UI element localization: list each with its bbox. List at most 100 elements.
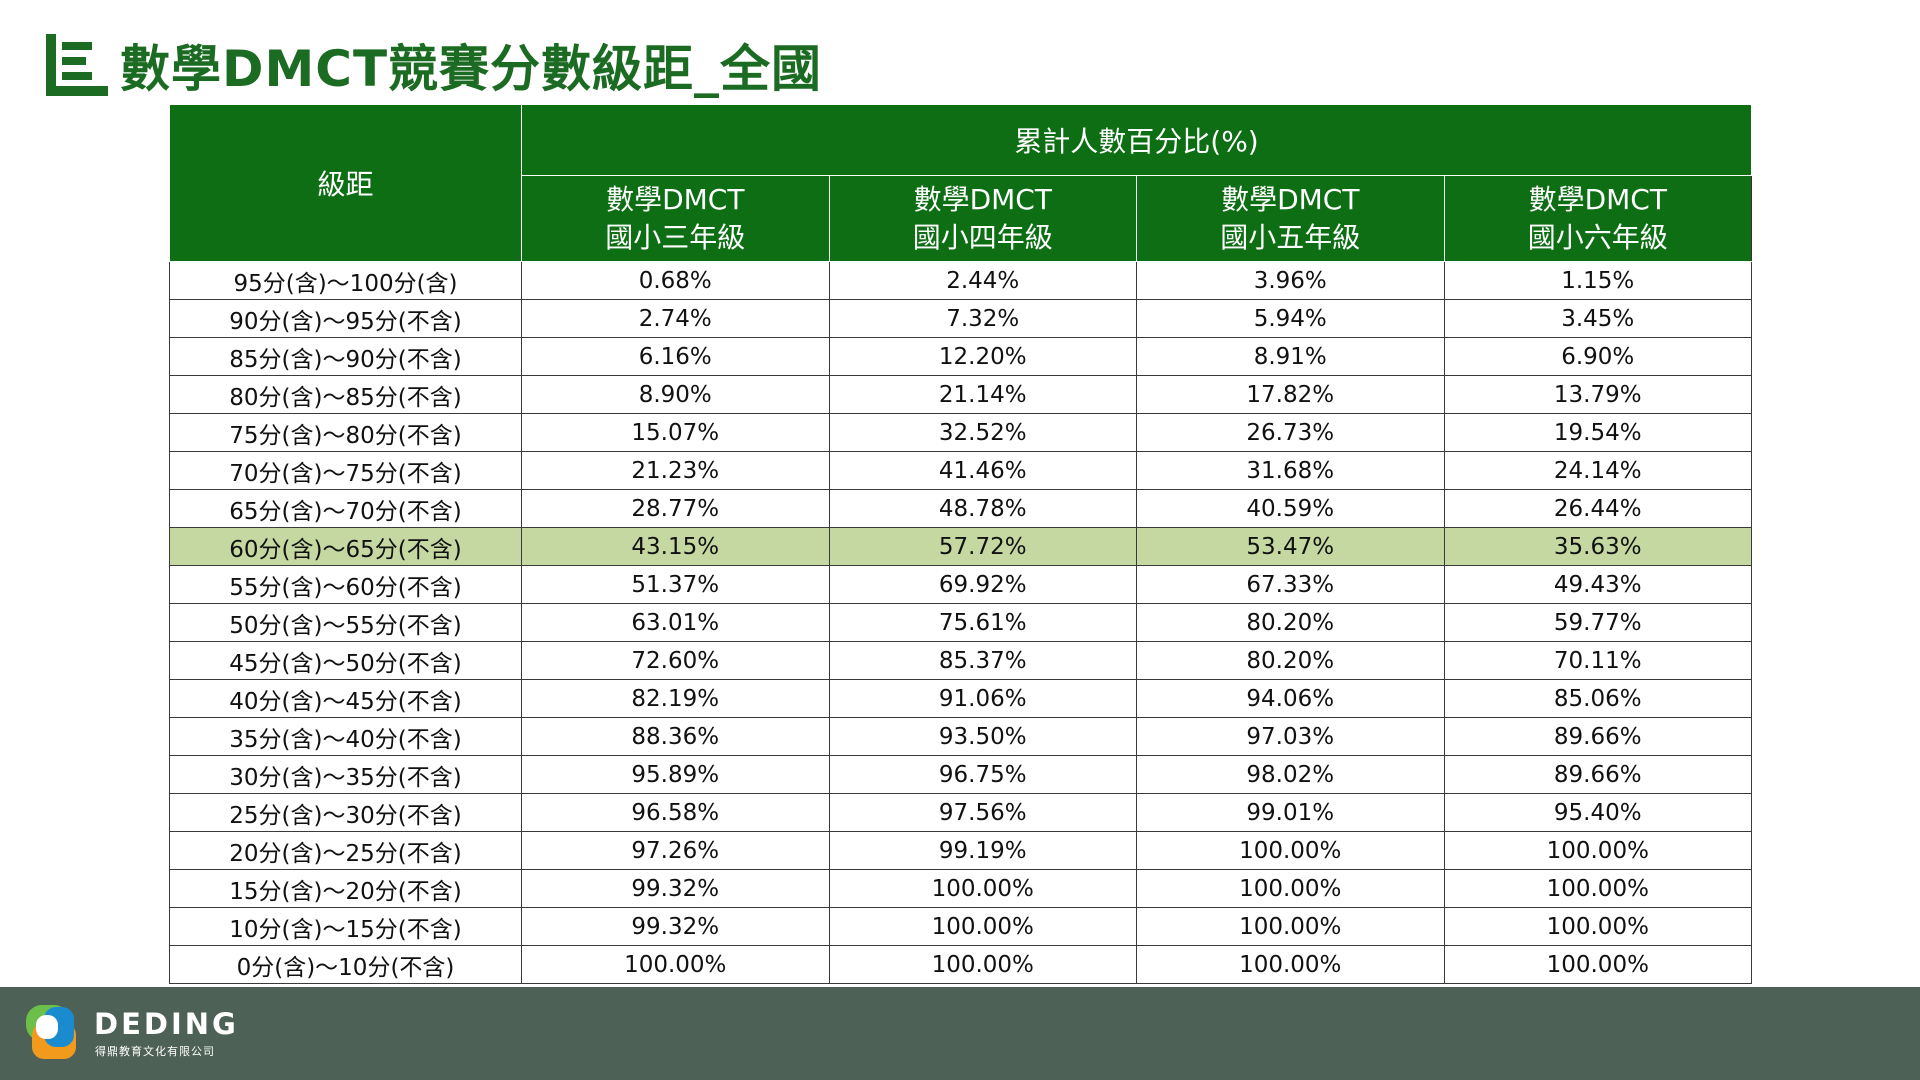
percent-cell: 100.00% bbox=[1136, 869, 1445, 908]
table-row: 20分(含)～25分(不含) 97.26% 99.19% 100.00% 100.00% bbox=[169, 831, 1753, 870]
table-row: 45分(含)～50分(不含) 72.60% 85.37% 80.20% 70.11% bbox=[169, 641, 1753, 680]
percent-cell: 93.50% bbox=[828, 717, 1137, 756]
table-row: 30分(含)～35分(不含) 95.89% 96.75% 98.02% 89.66% bbox=[169, 755, 1753, 794]
grade-header-line1: 數學DMCT bbox=[1221, 182, 1360, 216]
percent-cell: 6.90% bbox=[1443, 337, 1753, 376]
percent-cell: 5.94% bbox=[1136, 299, 1445, 338]
percent-cell: 2.44% bbox=[828, 261, 1137, 300]
percent-cell: 57.72% bbox=[828, 527, 1137, 566]
table-row: 15分(含)～20分(不含) 99.32% 100.00% 100.00% 100.00… bbox=[169, 869, 1753, 908]
percent-cell: 15.07% bbox=[521, 413, 830, 452]
percent-cell: 48.78% bbox=[828, 489, 1137, 528]
percent-cell: 53.47% bbox=[1136, 527, 1445, 566]
percent-cell: 100.00% bbox=[1136, 907, 1445, 946]
page-title: 數學DMCT競賽分數級距_全國 bbox=[120, 40, 823, 98]
table-row: 55分(含)～60分(不含) 51.37% 69.92% 67.33% 49.43% bbox=[169, 565, 1753, 604]
percent-cell: 98.02% bbox=[1136, 755, 1445, 794]
percent-cell: 41.46% bbox=[828, 451, 1137, 490]
grade-column-header: 數學DMCT 國小三年級 bbox=[521, 175, 830, 262]
percent-cell: 96.75% bbox=[828, 755, 1137, 794]
percent-cell: 80.20% bbox=[1136, 641, 1445, 680]
score-range-cell: 50分(含)～55分(不含) bbox=[169, 603, 522, 642]
table-row: 60分(含)～65分(不含) 43.15% 57.72% 53.47% 35.63% bbox=[169, 527, 1753, 566]
table-row: 85分(含)～90分(不含) 6.16% 12.20% 8.91% 6.90% bbox=[169, 337, 1753, 376]
percent-cell: 80.20% bbox=[1136, 603, 1445, 642]
score-range-cell: 45分(含)～50分(不含) bbox=[169, 641, 522, 680]
table-row: 35分(含)～40分(不含) 88.36% 93.50% 97.03% 89.66% bbox=[169, 717, 1753, 756]
percent-cell: 85.06% bbox=[1443, 679, 1753, 718]
grade-header-line2: 國小四年級 bbox=[912, 220, 1053, 254]
percent-cell: 89.66% bbox=[1443, 717, 1753, 756]
percent-cell: 51.37% bbox=[521, 565, 830, 604]
percent-cell: 97.03% bbox=[1136, 717, 1445, 756]
percent-cell: 88.36% bbox=[521, 717, 830, 756]
title-row: 數學DMCT競賽分數級距_全國 bbox=[44, 28, 822, 102]
grade-header-line1: 數學DMCT bbox=[913, 182, 1052, 216]
grade-column-header: 數學DMCT 國小五年級 bbox=[1136, 175, 1445, 262]
percent-cell: 63.01% bbox=[521, 603, 830, 642]
score-range-cell: 95分(含)～100分(含) bbox=[169, 261, 522, 300]
table-row: 75分(含)～80分(不含) 15.07% 32.52% 26.73% 19.54% bbox=[169, 413, 1753, 452]
percent-cell: 3.96% bbox=[1136, 261, 1445, 300]
percent-cell: 17.82% bbox=[1136, 375, 1445, 414]
percent-cell: 59.77% bbox=[1443, 603, 1753, 642]
grade-header-line2: 國小三年級 bbox=[605, 220, 746, 254]
score-range-cell: 85分(含)～90分(不含) bbox=[169, 337, 522, 376]
score-range-cell: 10分(含)～15分(不含) bbox=[169, 907, 522, 946]
score-range-cell: 25分(含)～30分(不含) bbox=[169, 793, 522, 832]
table-row: 50分(含)～55分(不含) 63.01% 75.61% 80.20% 59.77% bbox=[169, 603, 1753, 642]
table-row: 70分(含)～75分(不含) 21.23% 41.46% 31.68% 24.14% bbox=[169, 451, 1753, 490]
percent-cell: 97.26% bbox=[521, 831, 830, 870]
table-row: 0分(含)～10分(不含) 100.00% 100.00% 100.00% 100.00… bbox=[169, 945, 1753, 984]
percent-cell: 35.63% bbox=[1443, 527, 1753, 566]
table-row: 40分(含)～45分(不含) 82.19% 91.06% 94.06% 85.06% bbox=[169, 679, 1753, 718]
percent-cell: 99.32% bbox=[521, 869, 830, 908]
percent-cell: 91.06% bbox=[828, 679, 1137, 718]
percent-cell: 72.60% bbox=[521, 641, 830, 680]
percent-cell: 0.68% bbox=[521, 261, 830, 300]
grade-column-header: 數學DMCT 國小六年級 bbox=[1443, 175, 1753, 262]
percent-cell: 67.33% bbox=[1136, 565, 1445, 604]
percent-cell: 43.15% bbox=[521, 527, 830, 566]
company-name: 得鼎教育文化有限公司 bbox=[95, 1045, 215, 1058]
percent-cell: 94.06% bbox=[1136, 679, 1445, 718]
table-row: 90分(含)～95分(不含) 2.74% 7.32% 5.94% 3.45% bbox=[169, 299, 1753, 338]
grade-header-line2: 國小五年級 bbox=[1220, 220, 1361, 254]
score-range-cell: 30分(含)～35分(不含) bbox=[169, 755, 522, 794]
percent-cell: 100.00% bbox=[1443, 907, 1753, 946]
percent-cell: 100.00% bbox=[521, 945, 830, 984]
percent-cell: 100.00% bbox=[1443, 869, 1753, 908]
percent-cell: 19.54% bbox=[1443, 413, 1753, 452]
percent-cell: 100.00% bbox=[828, 945, 1137, 984]
percent-cell: 85.37% bbox=[828, 641, 1137, 680]
grade-header-line1: 數學DMCT bbox=[606, 182, 745, 216]
percent-cell: 32.52% bbox=[828, 413, 1137, 452]
percent-cell: 99.01% bbox=[1136, 793, 1445, 832]
percent-cell: 100.00% bbox=[828, 869, 1137, 908]
percent-cell: 99.32% bbox=[521, 907, 830, 946]
percent-cell: 21.23% bbox=[521, 451, 830, 490]
table-row: 80分(含)～85分(不含) 8.90% 21.14% 17.82% 13.79% bbox=[169, 375, 1753, 414]
percent-cell: 3.45% bbox=[1443, 299, 1753, 338]
table-row: 95分(含)～100分(含) 0.68% 2.44% 3.96% 1.15% bbox=[169, 261, 1753, 300]
percent-cell: 28.77% bbox=[521, 489, 830, 528]
score-range-cell: 65分(含)～70分(不含) bbox=[169, 489, 522, 528]
score-range-cell: 80分(含)～85分(不含) bbox=[169, 375, 522, 414]
percent-cell: 8.90% bbox=[521, 375, 830, 414]
percent-cell: 100.00% bbox=[828, 907, 1137, 946]
footer-bar: DEDING 得鼎教育文化有限公司 bbox=[0, 987, 1920, 1080]
grade-header-line1: 數學DMCT bbox=[1528, 182, 1667, 216]
score-range-cell: 90分(含)～95分(不含) bbox=[169, 299, 522, 338]
score-range-cell: 15分(含)～20分(不含) bbox=[169, 869, 522, 908]
percent-cell: 49.43% bbox=[1443, 565, 1753, 604]
percent-cell: 26.44% bbox=[1443, 489, 1753, 528]
score-range-cell: 60分(含)～65分(不含) bbox=[169, 527, 522, 566]
score-range-cell: 35分(含)～40分(不含) bbox=[169, 717, 522, 756]
score-range-cell: 55分(含)～60分(不含) bbox=[169, 565, 522, 604]
deding-logo-icon bbox=[26, 1005, 76, 1059]
grade-column-header: 數學DMCT 國小四年級 bbox=[828, 175, 1137, 262]
percent-cell: 75.61% bbox=[828, 603, 1137, 642]
score-range-cell: 20分(含)～25分(不含) bbox=[169, 831, 522, 870]
percent-cell: 1.15% bbox=[1443, 261, 1753, 300]
percent-cell: 100.00% bbox=[1443, 831, 1753, 870]
